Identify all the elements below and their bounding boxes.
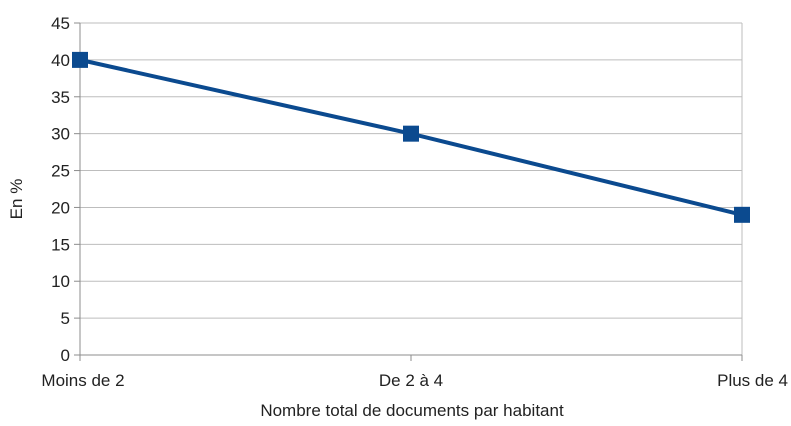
y-axis-title: En % — [7, 179, 26, 220]
x-tick-label: De 2 à 4 — [379, 371, 443, 390]
x-tick-label: Moins de 2 — [41, 371, 124, 390]
data-point-marker — [403, 125, 419, 142]
data-point-marker — [72, 51, 88, 68]
x-tick-labels: Moins de 2 De 2 à 4 Plus de 4 — [41, 371, 788, 390]
y-tick-label: 25 — [51, 162, 70, 181]
y-tick-label: 35 — [51, 88, 70, 107]
x-axis-title: Nombre total de documents par habitant — [260, 401, 564, 420]
y-tick-label: 20 — [51, 198, 70, 217]
data-point-marker — [734, 206, 750, 223]
y-tick-label: 15 — [51, 235, 70, 254]
axes — [74, 22, 743, 361]
y-tick-label: 45 — [51, 14, 70, 33]
y-tick-label: 10 — [51, 272, 70, 291]
y-tick-label: 30 — [51, 125, 70, 144]
y-tick-labels: 0 5 10 15 20 25 30 35 40 45 — [51, 14, 70, 365]
series-layer — [72, 51, 750, 223]
x-tick-label: Plus de 4 — [717, 371, 788, 390]
y-tick-label: 5 — [61, 309, 70, 328]
y-tick-label: 40 — [51, 51, 70, 70]
y-tick-label: 0 — [61, 346, 70, 365]
